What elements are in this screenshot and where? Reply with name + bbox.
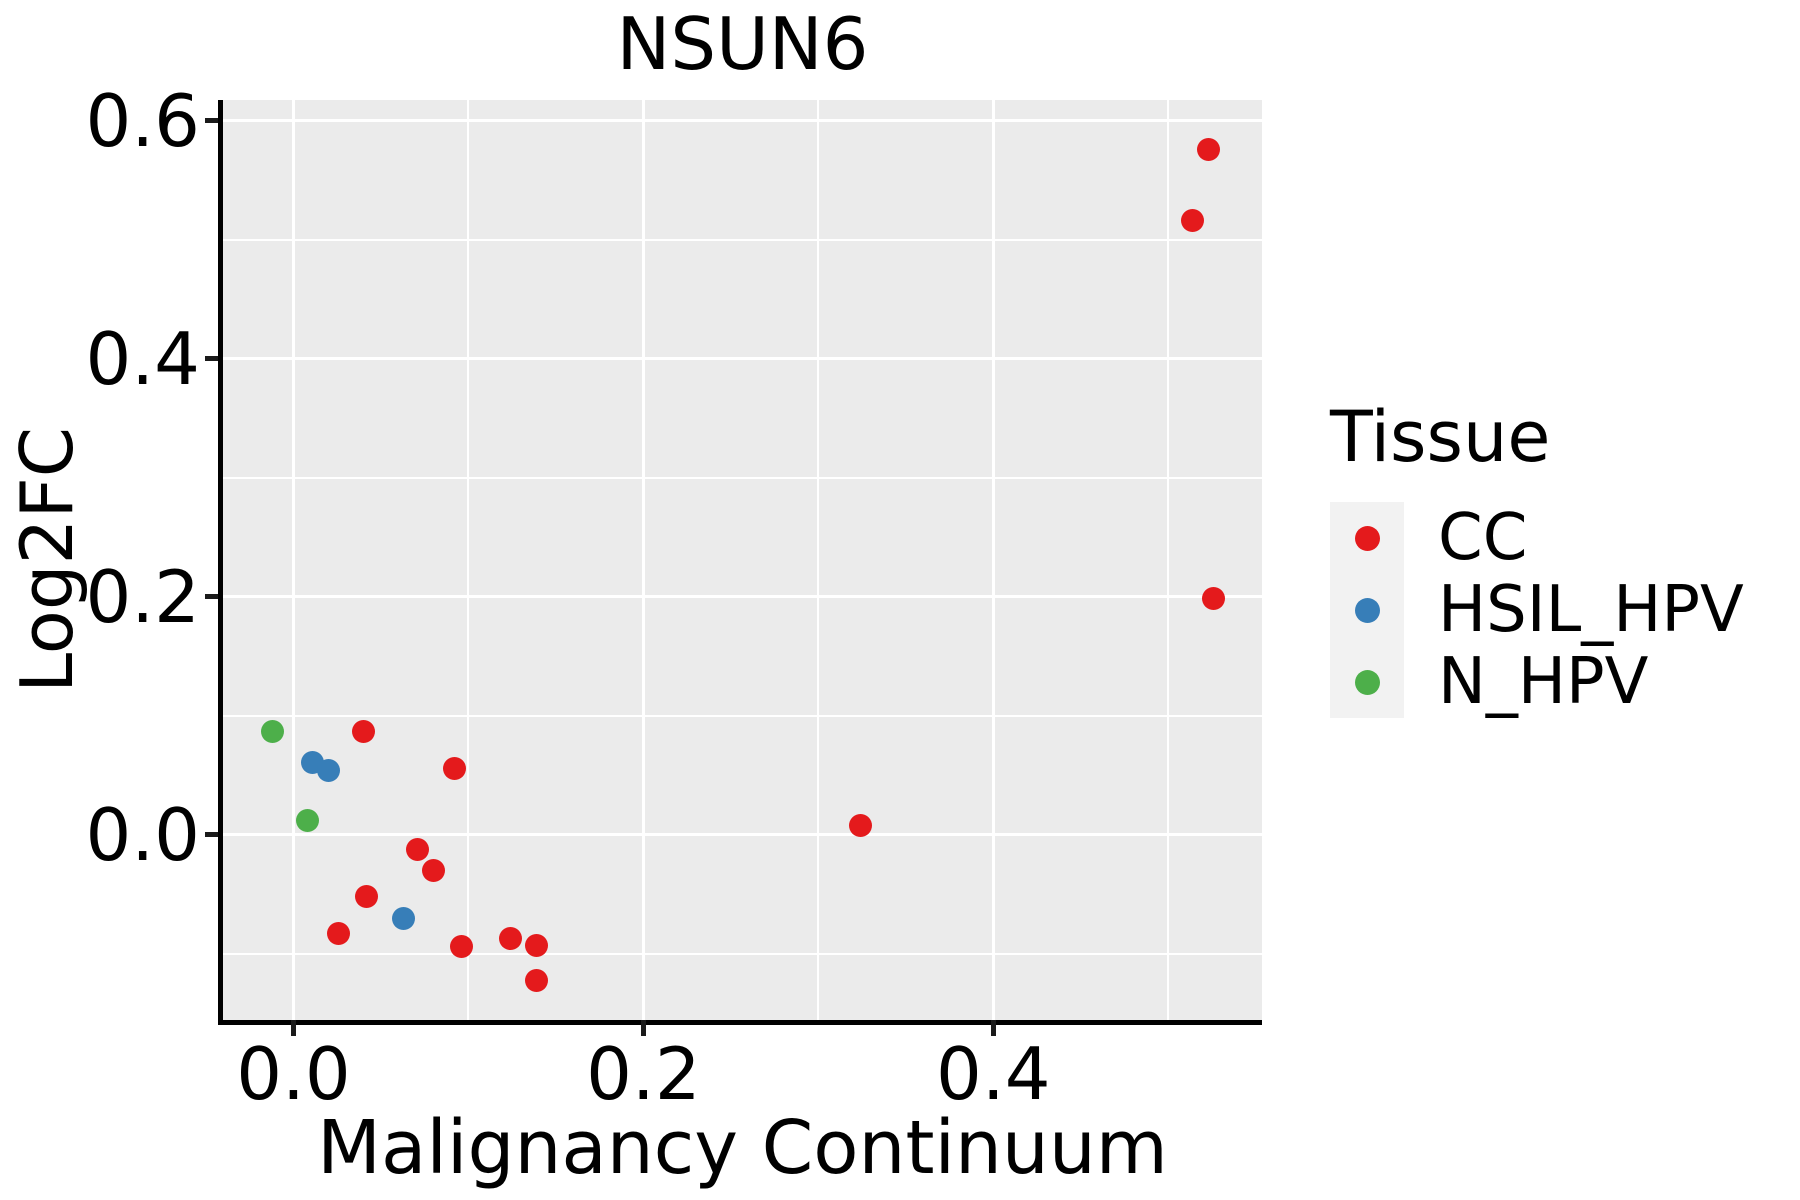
legend-entry-n_hpv: N_HPV [1330, 646, 1800, 718]
legend-dot-n_hpv [1354, 669, 1380, 695]
x-tick-label: 0.2 [586, 1032, 701, 1116]
x-tick-label: 0.0 [236, 1032, 351, 1116]
data-point-n_hpv [261, 719, 284, 743]
legend-entry-hsil_hpv: HSIL_HPV [1330, 574, 1800, 646]
x-tick-mark [640, 1020, 646, 1036]
data-point-cc [498, 926, 522, 950]
y-major-gridline [223, 119, 1262, 123]
x-axis-title: Malignancy Continuum [317, 1105, 1168, 1191]
x-minor-gridline [467, 100, 470, 1020]
legend-key-box [1330, 574, 1404, 646]
x-tick-mark [291, 1020, 296, 1036]
legend-entry-cc: CC [1330, 502, 1800, 574]
data-point-n_hpv [295, 809, 319, 833]
legend-entry-label: N_HPV [1438, 645, 1649, 719]
x-minor-gridline [817, 100, 820, 1020]
data-point-cc [525, 968, 549, 992]
legend-entry-label: CC [1438, 501, 1528, 575]
data-point-cc [1181, 209, 1205, 233]
data-point-cc [327, 922, 351, 946]
legend-key-box [1330, 502, 1404, 574]
x-minor-gridline [1167, 100, 1170, 1020]
legend: Tissue CC HSIL_HPV N_HPV [1330, 400, 1800, 718]
data-point-hsil_hpv [316, 759, 340, 783]
x-major-gridline [641, 100, 645, 1020]
legend-dot-hsil_hpv [1354, 597, 1380, 623]
legend-entries: CC HSIL_HPV N_HPV [1330, 502, 1800, 718]
data-point-cc [525, 934, 549, 958]
data-point-cc [442, 756, 466, 780]
y-axis-line [218, 100, 223, 1025]
data-point-cc [449, 935, 473, 959]
y-tick-label: 0.0 [85, 792, 200, 877]
legend-key-box [1330, 646, 1404, 718]
y-major-gridline [223, 595, 1262, 599]
legend-entry-label: HSIL_HPV [1438, 573, 1744, 647]
y-minor-gridline [223, 238, 1262, 241]
y-minor-gridline [223, 476, 1262, 479]
y-tick-mark [205, 118, 218, 124]
data-point-cc [421, 859, 445, 883]
x-major-gridline [991, 100, 995, 1020]
legend-dot-cc [1354, 525, 1380, 551]
data-point-cc [1202, 586, 1226, 610]
data-point-cc [406, 837, 430, 861]
plot-panel [223, 100, 1262, 1020]
legend-title: Tissue [1330, 396, 1551, 478]
data-point-cc [355, 885, 379, 909]
y-tick-mark [205, 356, 218, 362]
x-major-gridline [292, 100, 295, 1020]
y-tick-mark [205, 832, 218, 838]
y-tick-label: 0.6 [85, 78, 200, 163]
y-tick-label: 0.2 [85, 554, 200, 639]
y-tick-label: 0.4 [85, 316, 200, 401]
data-point-hsil_hpv [392, 906, 416, 930]
y-minor-gridline [223, 952, 1262, 955]
data-point-cc [1196, 138, 1220, 161]
data-point-cc [848, 813, 872, 837]
y-major-gridline [223, 833, 1262, 837]
x-tick-mark [990, 1020, 996, 1036]
y-minor-gridline [223, 714, 1262, 717]
data-point-cc [351, 719, 375, 743]
x-axis-line [218, 1020, 1262, 1025]
y-tick-mark [205, 594, 218, 600]
y-major-gridline [223, 357, 1262, 361]
chart-title: NSUN6 [616, 2, 869, 86]
x-tick-label: 0.4 [936, 1032, 1051, 1116]
